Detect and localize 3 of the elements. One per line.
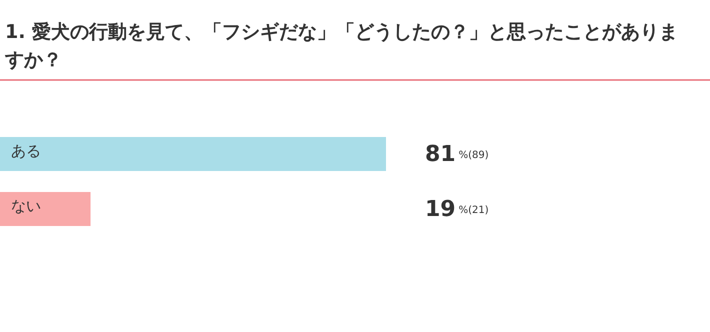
y-tick-label: ある <box>11 142 41 160</box>
chart-title: 1. 愛犬の行動を見て、「フシギだな」「どうしたの？」と思ったことがありますか？ <box>5 20 680 73</box>
y-tick-label: ない <box>11 197 41 216</box>
